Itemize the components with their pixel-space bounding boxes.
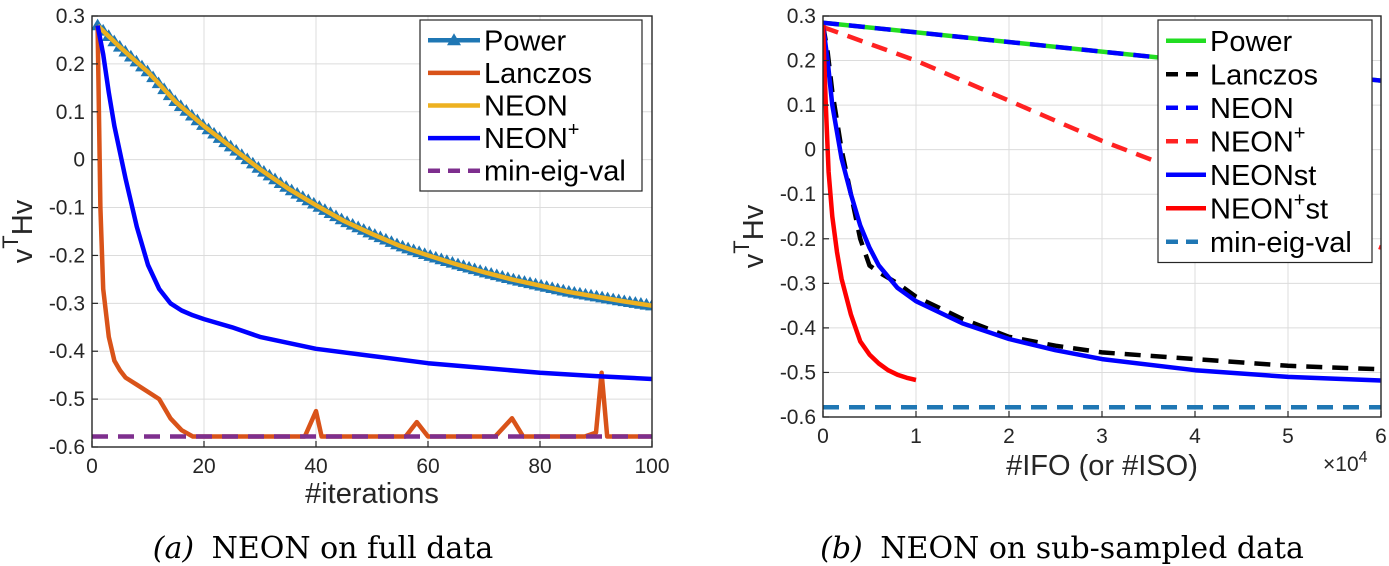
y-tick-label: 0 [73, 149, 85, 172]
x-multiplier-exp: 4 [1359, 449, 1368, 466]
y-tick-label: -0.2 [49, 244, 85, 267]
y-label-base: v [7, 248, 39, 263]
x-tick-label: 4 [1189, 425, 1201, 448]
y-tick-label: -0.3 [49, 292, 85, 315]
y-tick-label: 0.1 [787, 94, 816, 117]
y-tick-label: 0.3 [56, 5, 85, 28]
legend-label: Lanczos [484, 58, 592, 90]
y-tick-label: -0.6 [780, 406, 816, 429]
panel-a-chart: 0.30.20.10-0.1-0.2-0.3-0.4-0.5-0.60 20 40 6… [0, 5, 670, 510]
x-tick-label: 3 [1096, 425, 1108, 448]
y-tick-label: -0.3 [780, 272, 816, 295]
legend-label: NEON+ [1210, 122, 1305, 158]
caption-a-text: NEON on full data [212, 531, 494, 566]
axes-frame [91, 15, 653, 448]
y-label-tail: Hv [7, 199, 39, 235]
legend-label-sup: + [568, 119, 580, 141]
x-tick-label: 100 [634, 455, 669, 478]
y-tick-label: -0.5 [49, 388, 85, 411]
legend-label-name: Power [484, 25, 567, 57]
x-tick-label: 80 [528, 455, 551, 478]
y-label-sup: T [0, 235, 23, 248]
legend-label: NEON [484, 91, 568, 123]
y-tick-label: 0 [804, 139, 816, 162]
y-tick-label: -0.2 [780, 228, 816, 251]
legend: PowerLanczosNEONNEON+NEONstNEON+stmin-ei… [1157, 19, 1373, 264]
legend-label-name: NEON [1210, 193, 1294, 225]
legend-label: min-eig-val [1210, 227, 1352, 259]
series-group [92, 18, 652, 439]
x-tick-label: 1 [910, 425, 922, 448]
y-tick-label: -0.4 [49, 340, 86, 363]
x-tick-label: 60 [416, 455, 439, 478]
caption-b-text: NEON on sub-sampled data [880, 531, 1304, 566]
x-tick-label: 40 [304, 455, 327, 478]
legend-label-name: NEON [484, 123, 568, 155]
series-line-neon-st [823, 24, 917, 383]
y-axis-label: vTHv [0, 199, 39, 263]
legend-label-name: NEON [484, 91, 568, 123]
y-tick-label: 0.3 [787, 5, 816, 28]
legend-label-sup: + [1294, 189, 1306, 211]
x-axis-label: #iterations [305, 478, 439, 510]
legend-label-name: NEON [1210, 93, 1294, 125]
y-tick-label: 0.2 [787, 50, 816, 73]
y-tick-label: -0.1 [49, 197, 85, 220]
legend-label: Power [484, 25, 567, 57]
x-tick-label: 0 [817, 425, 829, 448]
legend-label: Power [1210, 26, 1293, 58]
legend-label: Lanczos [1210, 59, 1318, 91]
legend-label: NEON+ [484, 119, 579, 155]
y-tick-label: -0.5 [780, 361, 816, 384]
series-line-neon [96, 23, 652, 308]
y-axis-label: vTHv [729, 204, 770, 268]
legend-label: NEONst [1210, 160, 1316, 192]
caption-a-letter: (a) [153, 531, 194, 566]
legend-marker [447, 33, 461, 46]
legend-label-name: Lanczos [484, 58, 592, 90]
legend-label-name: min-eig-val [484, 156, 626, 188]
y-label-base: v [738, 253, 770, 268]
y-tick-label: -0.6 [49, 436, 85, 459]
legend-label-name: NEON [1210, 126, 1294, 158]
legend-label: NEON+st [1210, 189, 1328, 225]
x-multiplier: ×104 [1323, 449, 1368, 476]
y-label-sup: T [729, 240, 754, 253]
y-tick-label: 0.1 [56, 101, 85, 124]
series-line-neon [823, 20, 1381, 83]
y-tick-label: -0.4 [780, 317, 817, 340]
x-tick-label: 0 [86, 455, 98, 478]
series-line-neon- [95, 25, 652, 382]
series-line-neonst [823, 24, 1381, 383]
y-label-tail: Hv [738, 204, 770, 240]
y-tick-label: 0.2 [56, 53, 85, 76]
legend-label-name: NEONst [1210, 160, 1316, 192]
x-tick-label: 20 [192, 455, 215, 478]
legend-label-tail: st [1305, 193, 1328, 225]
caption-a: (a) NEON on full data [153, 531, 494, 566]
legend-label-name: min-eig-val [1210, 227, 1352, 259]
caption-b-letter: (b) [820, 531, 863, 566]
x-multiplier-base: ×10 [1323, 453, 1359, 476]
legend-label-name: Lanczos [1210, 59, 1318, 91]
legend-label-name: Power [1210, 26, 1293, 58]
legend-label-sup: + [1294, 122, 1306, 144]
x-axis-label: #IFO (or #ISO) [1006, 450, 1198, 482]
x-tick-label: 5 [1282, 425, 1294, 448]
panel-b-chart: 0.30.20.10-0.1-0.2-0.3-0.4-0.5-0.60 1 2 3 4 5… [729, 5, 1387, 482]
y-tick-label: -0.1 [780, 183, 816, 206]
legend-label: min-eig-val [484, 156, 626, 188]
legend-label: NEON [1210, 93, 1294, 125]
x-tick-label: 2 [1003, 425, 1015, 448]
caption-b: (b) NEON on sub-sampled data [820, 531, 1304, 566]
x-tick-label: 6 [1375, 425, 1387, 448]
